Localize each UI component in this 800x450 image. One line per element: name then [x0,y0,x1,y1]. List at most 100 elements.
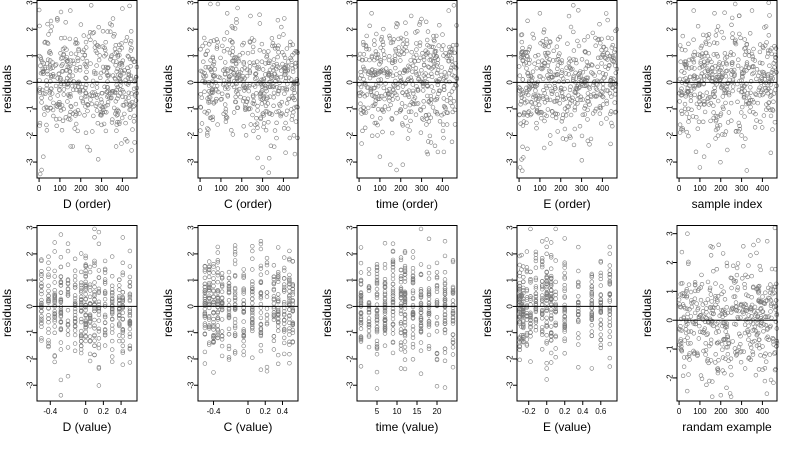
data-point [112,90,118,96]
data-point [521,274,526,280]
data-point [132,103,137,108]
data-point [128,76,134,81]
data-point [358,298,364,303]
data-point [103,104,108,109]
data-point [46,266,51,272]
data-point [761,72,766,77]
data-point [730,88,735,94]
data-point [418,326,424,332]
y-axis-label: residuals [0,65,14,113]
data-point [276,296,281,301]
data-point [381,85,386,91]
data-point [756,290,761,296]
data-point [78,282,84,288]
data-point [724,385,729,390]
data-point [121,103,127,108]
data-point [282,300,287,305]
data-point [585,91,591,96]
data-point [717,313,722,318]
data-point [374,369,380,375]
data-point [83,338,88,344]
data-point [748,79,754,84]
data-point [380,129,385,135]
data-point [65,248,71,254]
data-point [562,283,567,288]
data-point [693,149,699,155]
data-point [118,83,123,88]
data-point [46,260,51,265]
data-point [101,69,107,74]
data-point [361,105,366,110]
y-tick-label: 2 [346,251,355,256]
data-point [553,320,558,326]
data-point [376,68,381,74]
data-point [207,342,212,347]
data-point [198,104,203,110]
data-point [214,96,219,102]
data-point [718,160,723,165]
data-point [202,303,208,308]
data-point [46,283,51,288]
data-point [358,364,364,369]
data-point [120,330,126,335]
data-point [120,272,126,278]
data-point [202,325,208,331]
data-point [111,59,116,64]
data-point [530,69,536,74]
data-point [679,108,684,114]
data-point [73,68,79,73]
data-point [765,327,770,332]
data-point [421,73,426,78]
data-point [530,75,535,80]
data-point [684,88,690,94]
data-point [287,361,292,366]
data-point [404,38,410,43]
data-point [58,340,64,345]
data-point [251,94,256,100]
data-point [686,261,691,266]
data-point [562,308,567,314]
data-point [743,272,748,278]
data-point [772,367,778,373]
data-point [748,104,753,110]
data-point [598,270,603,276]
data-point [741,244,746,249]
data-point [697,323,702,329]
data-point [562,262,567,267]
data-point [426,264,432,270]
data-point [450,62,455,68]
data-point [689,107,694,113]
data-point [584,75,589,81]
data-point [257,47,262,53]
data-point [408,78,413,84]
data-point [382,311,388,316]
data-point [576,331,581,336]
data-point [372,38,377,43]
data-point [598,297,603,303]
data-point [435,149,441,155]
data-point [442,312,448,317]
data-point [771,300,776,306]
data-point [549,91,555,97]
data-point [542,112,547,117]
data-point [686,66,692,71]
data-point [682,106,688,112]
data-point [754,250,759,256]
y-axis-label: residuals [480,289,494,337]
data-point [232,351,238,356]
data-point [287,314,292,319]
data-point [441,149,447,155]
data-point [595,55,601,60]
data-point [418,348,424,353]
data-point [719,85,724,91]
data-point [549,108,555,114]
data-point [533,101,538,106]
data-point [719,75,725,80]
data-point [102,47,108,53]
data-point [221,111,226,117]
data-point [219,329,225,334]
data-point [520,168,525,173]
data-point [715,98,721,104]
data-point [576,268,581,274]
data-point [528,277,533,282]
